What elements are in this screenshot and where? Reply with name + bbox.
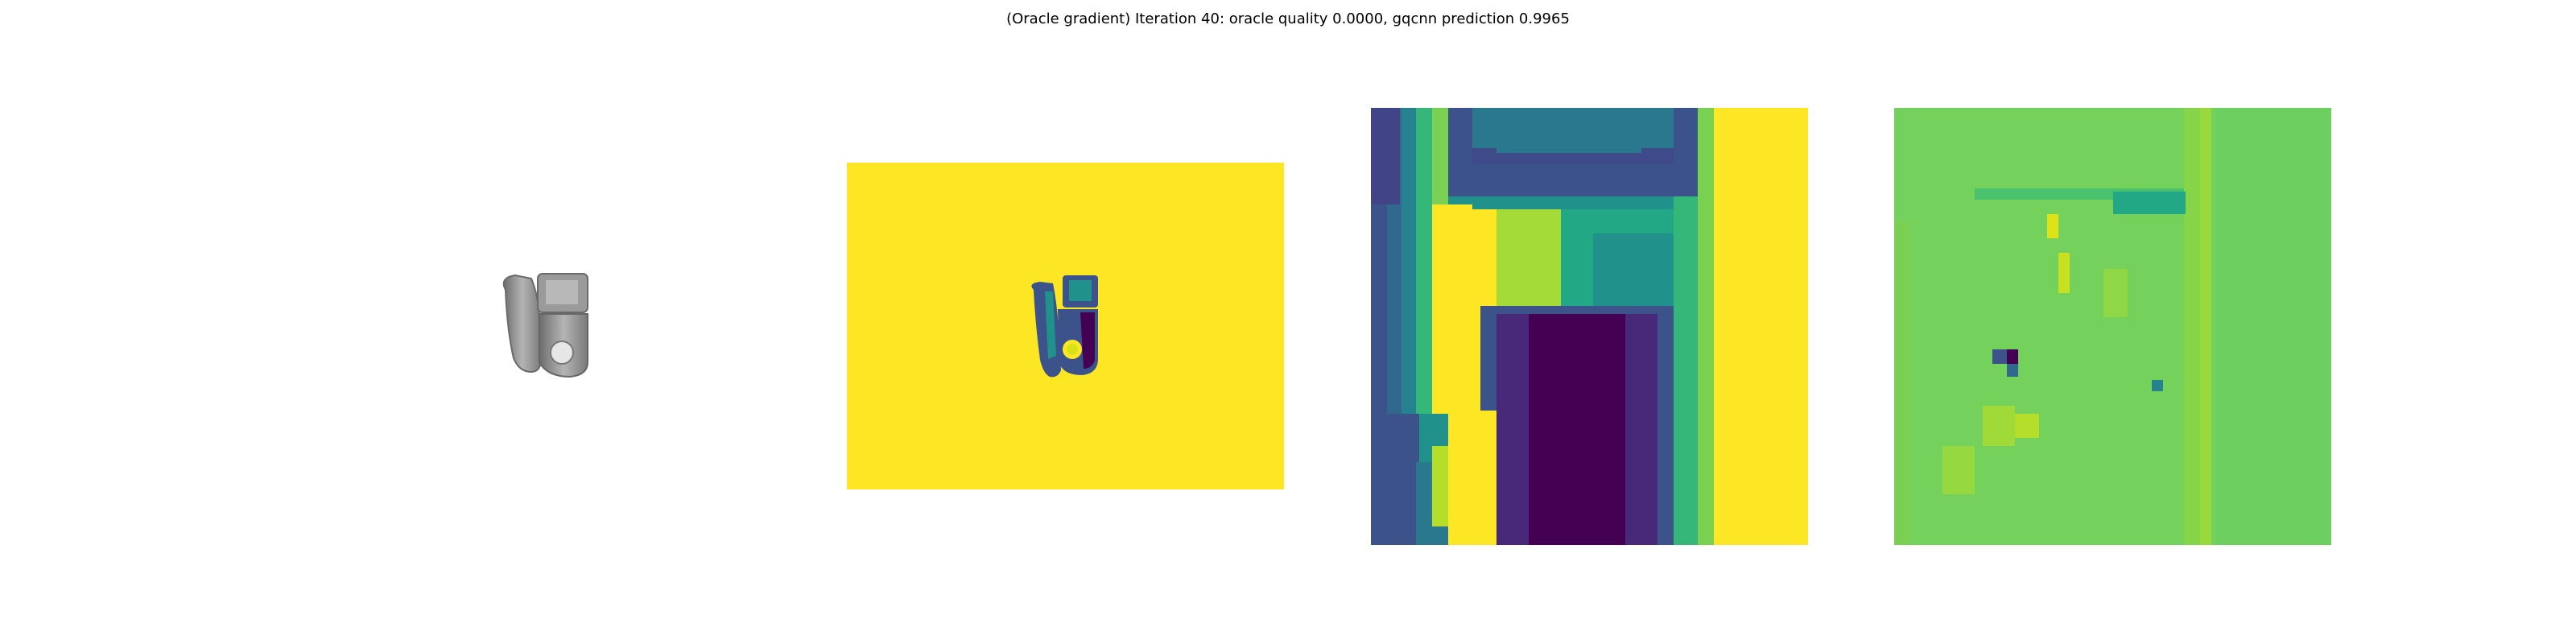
depth-image <box>847 163 1284 489</box>
depth-crop-image <box>1371 108 1808 545</box>
object-render-image <box>502 273 588 378</box>
gradient-map-panel <box>1894 108 2331 545</box>
depth-image-panel <box>847 163 1284 489</box>
figure-title: (Oracle gradient) Iteration 40: oracle q… <box>1006 10 1570 27</box>
gradient-map-image <box>1894 108 2331 545</box>
depth-crop-panel <box>1371 108 1808 545</box>
object-render-panel <box>419 201 660 411</box>
